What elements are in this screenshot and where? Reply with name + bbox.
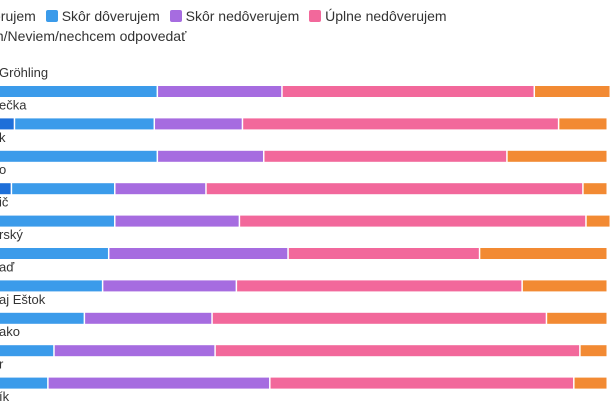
category-label: o: [0, 162, 6, 177]
category-label: r: [0, 357, 4, 372]
category-label: Gröhling: [0, 65, 48, 80]
bar-segment-skor-doverujem[interactable]: [0, 312, 84, 324]
bar-segment-neviem[interactable]: [559, 118, 607, 130]
bar-segment-neviem[interactable]: [522, 280, 607, 292]
legend-label-skor-nedoverujem: Skôr nedôverujem: [185, 8, 300, 24]
bar-segment-neviem[interactable]: [480, 248, 607, 259]
legend-label-uplne-nedoverujem: Úplne nedôverujem: [325, 8, 447, 24]
legend-item-neviem[interactable]: m/Neviem/nechcem odpovedať: [0, 26, 186, 46]
bar-segment-skor-doverujem[interactable]: [0, 345, 54, 357]
bar-segment-skor-nedoverujem[interactable]: [109, 248, 288, 259]
bar-segment-uplne-nedoverujem[interactable]: [270, 377, 574, 389]
bar-segment-uplne-nedoverujem[interactable]: [206, 183, 583, 195]
bar-segment-skor-doverujem[interactable]: [0, 150, 157, 162]
bar-segment-skor-nedoverujem[interactable]: [85, 312, 212, 324]
bar-segment-skor-nedoverujem[interactable]: [158, 86, 282, 97]
legend-swatch-skor-nedoverujem: [169, 10, 182, 22]
legend-swatch-uplne-nedoverujem: [309, 10, 322, 22]
bar-segment-skor-nedoverujem[interactable]: [48, 377, 270, 389]
bar-segment-uplne-doverujem[interactable]: [0, 183, 11, 195]
bar-segment-neviem[interactable]: [574, 377, 607, 389]
bar-segment-neviem[interactable]: [580, 345, 607, 357]
bar-segment-uplne-nedoverujem[interactable]: [237, 280, 522, 292]
bar-segment-uplne-nedoverujem[interactable]: [288, 248, 479, 259]
category-label: rský: [0, 227, 23, 242]
bar-segment-neviem[interactable]: [535, 86, 610, 97]
bar-segment-uplne-nedoverujem[interactable]: [243, 118, 558, 130]
bar-segment-skor-nedoverujem[interactable]: [54, 345, 215, 357]
bar-segment-skor-nedoverujem[interactable]: [115, 215, 239, 227]
bar-segment-skor-nedoverujem[interactable]: [155, 118, 242, 130]
bar-segment-neviem[interactable]: [507, 150, 607, 162]
bar-segment-skor-doverujem[interactable]: [12, 183, 115, 195]
legend-item-skor-doverujem[interactable]: Skôr dôverujem: [45, 6, 160, 26]
bar-segment-neviem[interactable]: [586, 215, 610, 227]
bar-segment-neviem[interactable]: [547, 312, 607, 324]
legend-label-skor-doverujem: Skôr dôverujem: [61, 8, 160, 24]
bar-segment-neviem[interactable]: [583, 183, 607, 195]
legend-label-neviem: m/Neviem/nechcem odpovedať: [0, 28, 187, 44]
category-label: aj Eštok: [0, 292, 46, 307]
category-label: aď: [0, 259, 15, 274]
legend-row-1: verujem Skôr dôverujem Skôr nedôverujem …: [0, 6, 615, 26]
bar-segment-uplne-nedoverujem[interactable]: [215, 345, 580, 357]
category-label: ako: [0, 324, 20, 339]
bar-segment-uplne-nedoverujem[interactable]: [282, 86, 534, 97]
bar-segment-skor-doverujem[interactable]: [0, 280, 102, 292]
bar-segment-skor-doverujem[interactable]: [0, 377, 48, 389]
bar-segment-skor-nedoverujem[interactable]: [115, 183, 206, 195]
bar-segment-skor-doverujem[interactable]: [0, 86, 157, 97]
legend-swatch-skor-doverujem: [45, 10, 58, 22]
bar-segment-skor-doverujem[interactable]: [0, 248, 108, 259]
bar-segment-skor-doverujem[interactable]: [0, 215, 115, 227]
legend-item-skor-nedoverujem[interactable]: Skôr nedôverujem: [169, 6, 300, 26]
legend-row-2: m/Neviem/nechcem odpovedať: [0, 26, 615, 46]
bar-segment-skor-nedoverujem[interactable]: [158, 150, 263, 162]
legend-label-uplne-doverujem: verujem: [0, 8, 36, 24]
category-label: ečka: [0, 97, 27, 112]
bar-segment-uplne-nedoverujem[interactable]: [264, 150, 507, 162]
legend: verujem Skôr dôverujem Skôr nedôverujem …: [0, 6, 615, 46]
bar-segment-uplne-nedoverujem[interactable]: [212, 312, 546, 324]
bar-segment-uplne-nedoverujem[interactable]: [240, 215, 586, 227]
bar-segment-uplne-doverujem[interactable]: [0, 118, 14, 130]
bar-segment-skor-nedoverujem[interactable]: [103, 280, 236, 292]
category-label: ík: [0, 389, 10, 404]
legend-item-uplne-doverujem[interactable]: verujem: [0, 6, 36, 26]
category-label: k: [0, 130, 6, 145]
bar-segment-skor-doverujem[interactable]: [15, 118, 154, 130]
legend-item-uplne-nedoverujem[interactable]: Úplne nedôverujem: [309, 6, 447, 26]
category-label: ič: [0, 195, 9, 210]
